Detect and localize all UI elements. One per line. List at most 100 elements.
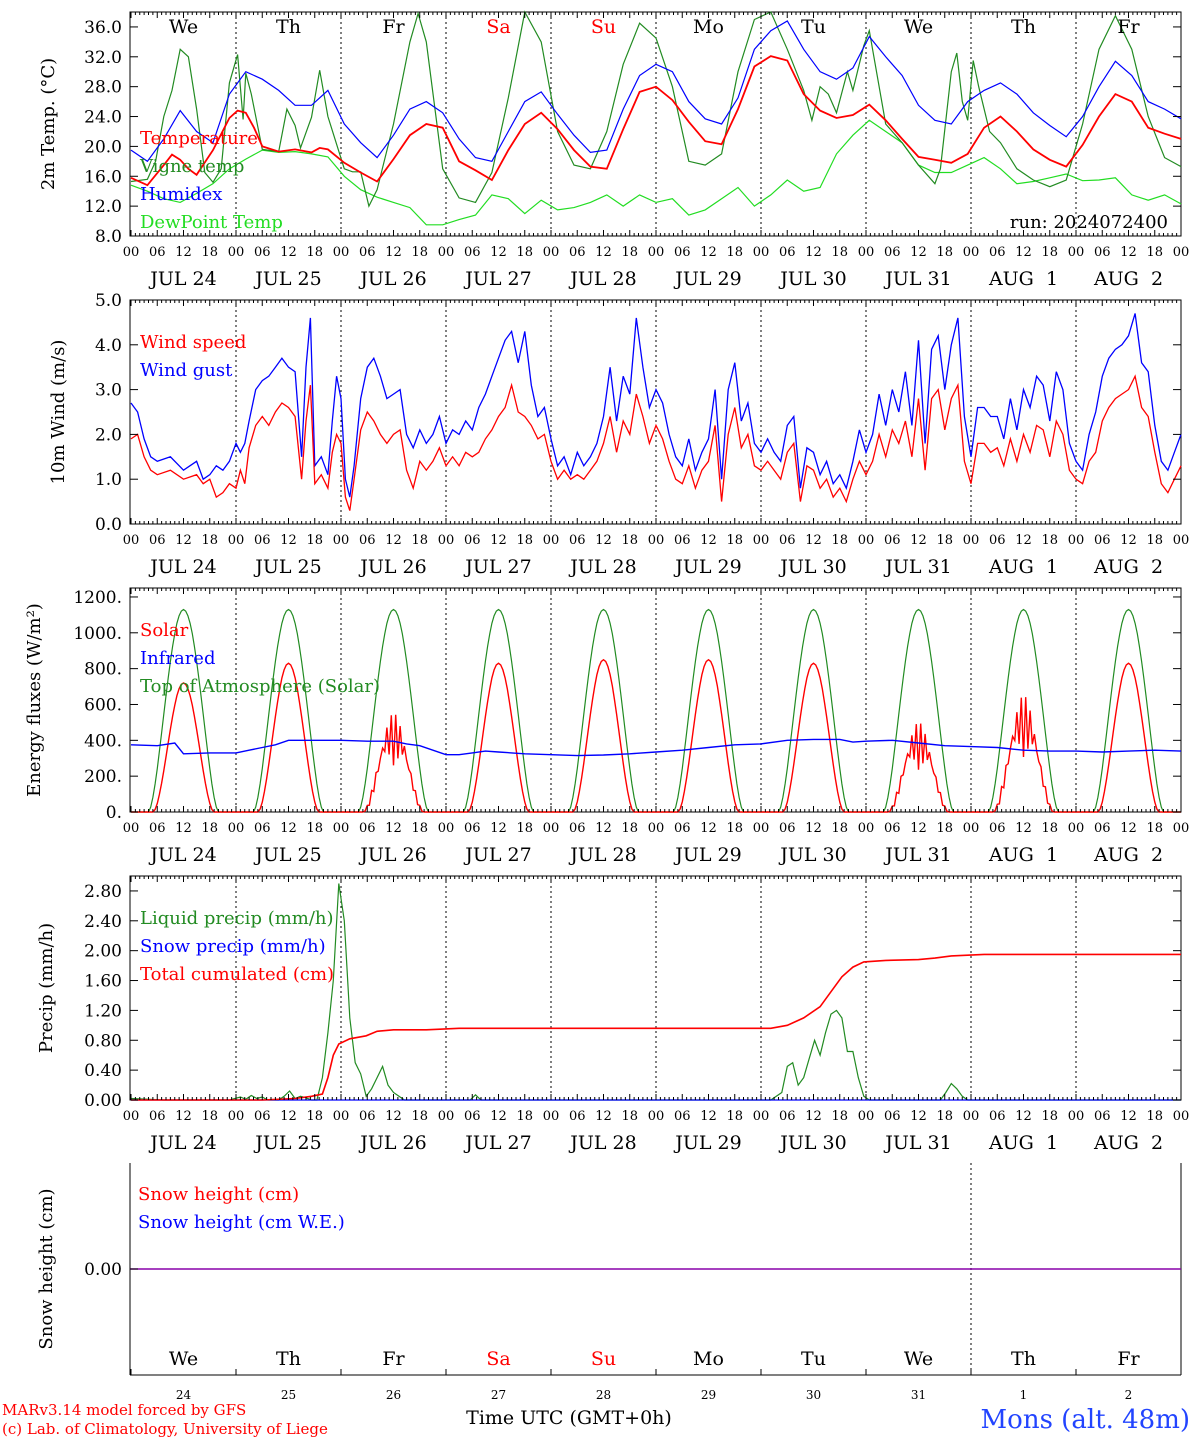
y-tick-label: 24.0	[84, 108, 122, 128]
day-label: JUL 26	[358, 556, 426, 578]
hour-tick-label: 06	[569, 245, 586, 260]
hour-tick-label: 06	[674, 1109, 691, 1124]
hour-tick-label: 00	[1173, 245, 1190, 260]
hour-tick-label: 00	[438, 533, 455, 548]
hour-tick-label: 12	[385, 245, 402, 260]
day-label: JUL 29	[673, 1132, 741, 1154]
y-tick-label: 2.0	[95, 425, 122, 445]
y-tick-label: 3.0	[95, 381, 122, 401]
hour-tick-label: 12	[805, 245, 822, 260]
hour-tick-label: 06	[254, 1109, 271, 1124]
snow-weekday-label: Sa	[486, 1348, 510, 1370]
y-tick-label: 0.80	[84, 1031, 122, 1051]
hour-tick-label: 18	[1146, 1109, 1163, 1124]
y-tick-label: 0.00	[84, 1260, 122, 1280]
series-humidex	[130, 20, 1182, 163]
hour-tick-label: 06	[674, 533, 691, 548]
energy-x-axis: 00 06 12 18 JUL 24 00 06 12 18 JUL 25 00 06 12 18 JUL …	[123, 588, 1190, 866]
snow-day-number: 26	[386, 1388, 401, 1402]
hour-tick-label: 00	[648, 533, 665, 548]
precip-day-separators	[235, 876, 1077, 1100]
day-label: AUG 2	[1093, 268, 1163, 290]
snow-weekday-label: Tu	[801, 1348, 826, 1370]
hour-tick-label: 18	[936, 533, 953, 548]
hour-tick-label: 12	[175, 1109, 192, 1124]
hour-tick-label: 12	[280, 821, 297, 836]
hour-tick-label: 00	[123, 533, 140, 548]
hour-tick-label: 06	[884, 1109, 901, 1124]
toa-solar-day-curve	[656, 608, 761, 813]
day-label: AUG 1	[988, 1132, 1058, 1154]
day-label: JUL 28	[568, 268, 636, 290]
y-tick-label: 1000.	[73, 624, 122, 644]
hour-tick-label: 12	[490, 533, 507, 548]
hour-tick-label: 18	[726, 821, 743, 836]
hour-tick-label: 18	[726, 1109, 743, 1124]
hour-tick-label: 12	[1015, 533, 1032, 548]
day-label: JUL 28	[568, 844, 636, 866]
hour-tick-label: 18	[936, 1109, 953, 1124]
hour-tick-label: 18	[306, 245, 323, 260]
hour-tick-label: 00	[333, 821, 350, 836]
weekday-label: We	[169, 16, 198, 38]
hour-tick-label: 18	[936, 245, 953, 260]
hour-tick-label: 12	[490, 821, 507, 836]
hour-tick-label: 12	[280, 1109, 297, 1124]
hour-tick-label: 12	[805, 1109, 822, 1124]
toa-solar-day-curve	[1076, 608, 1181, 813]
hour-tick-label: 06	[359, 821, 376, 836]
hour-tick-label: 00	[858, 245, 875, 260]
hour-tick-label: 00	[1173, 821, 1190, 836]
series-liquid-precip-mm-h-	[130, 883, 1181, 1101]
hour-tick-label: 06	[359, 245, 376, 260]
y-tick-label: 28.0	[84, 78, 122, 98]
day-label: JUL 27	[463, 1132, 531, 1154]
weekday-label: Tu	[801, 16, 826, 38]
precip-y-axis: 0.00 0.40 0.80 1.20 1.60 2.00 2.40 2.80	[84, 882, 1181, 1111]
hour-tick-label: 18	[726, 533, 743, 548]
hour-tick-label: 12	[280, 533, 297, 548]
snow-x-ticks	[130, 1369, 1182, 1375]
solar-day-curve	[761, 662, 866, 813]
day-label: AUG 2	[1093, 556, 1163, 578]
toa-solar-day-curve	[446, 608, 551, 813]
y-tick-label: 1.20	[84, 1001, 122, 1021]
y-tick-label: 1200.	[73, 588, 122, 608]
hour-tick-label: 00	[1173, 533, 1190, 548]
hour-tick-label: 06	[149, 245, 166, 260]
hour-tick-label: 06	[884, 533, 901, 548]
day-label: JUL 24	[148, 268, 216, 290]
hour-tick-label: 00	[543, 821, 560, 836]
hour-tick-label: 06	[254, 245, 271, 260]
hour-tick-label: 00	[753, 533, 770, 548]
hour-tick-label: 12	[1015, 245, 1032, 260]
series-temperature	[130, 55, 1182, 187]
hour-tick-label: 18	[621, 821, 638, 836]
legend-vigne-temp: Vigne temp	[139, 156, 244, 177]
hour-tick-label: 12	[910, 1109, 927, 1124]
hour-tick-label: 12	[175, 821, 192, 836]
hour-tick-label: 18	[411, 821, 428, 836]
temperature-x-axis: 00 06 12 18 JUL 24 00 06 12 18 JUL 25 00 06 12 18 JUL …	[123, 12, 1190, 290]
hour-tick-label: 12	[1120, 245, 1137, 260]
station-label: Mons (alt. 48m)	[981, 1405, 1190, 1435]
run-label: run: 2024072400	[1010, 212, 1168, 233]
temperature-y-axis: 8.0 12.0 16.0 20.0 24.0 28.0 32.0 36.0	[84, 18, 1181, 247]
hour-tick-label: 00	[123, 245, 140, 260]
legend-total-cumulated: Total cumulated (cm)	[140, 964, 334, 985]
hour-tick-label: 06	[989, 1109, 1006, 1124]
y-tick-label: 400.	[84, 731, 122, 751]
day-label: JUL 31	[883, 1132, 951, 1154]
hour-tick-label: 00	[963, 245, 980, 260]
hour-tick-label: 18	[621, 533, 638, 548]
snow-day-labels: We 24 Th 25 Fr 26 Sa 27 Su 28 Mo 29 Tu 30 We 31 Th 1 Fr 2	[169, 1348, 1141, 1402]
hour-tick-label: 18	[516, 533, 533, 548]
legend-wind-speed: Wind speed	[140, 332, 246, 353]
hour-tick-label: 00	[753, 1109, 770, 1124]
day-label: JUL 24	[148, 844, 216, 866]
toa-solar-day-curve	[551, 608, 656, 813]
model-credit: MARv3.14 model forced by GFS	[2, 1401, 246, 1419]
hour-tick-label: 06	[779, 1109, 796, 1124]
snow-weekday-label: Th	[1011, 1348, 1036, 1370]
